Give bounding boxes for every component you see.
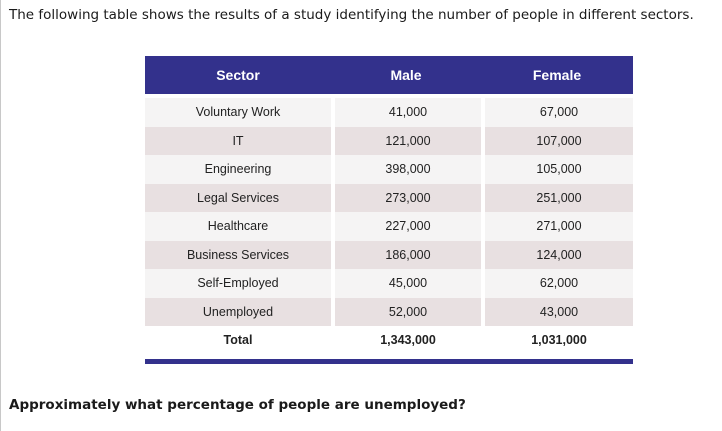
table-row: IT 121,000 107,000 [145,126,633,155]
cell-female: 271,000 [481,212,633,241]
intro-text: The following table shows the results of… [9,7,694,23]
sector-table: Sector Male Female Voluntary Work 41,000… [145,56,633,364]
cell-total-male: 1,343,000 [331,326,481,355]
table-row: Self-Employed 45,000 62,000 [145,269,633,298]
cell-sector: Business Services [145,240,331,269]
cell-female: 62,000 [481,269,633,298]
cell-male: 45,000 [331,269,481,298]
header-sector: Sector [216,67,260,83]
cell-female: 43,000 [481,297,633,326]
header-male: Male [390,67,422,83]
cell-sector: Engineering [145,155,331,184]
cell-female: 124,000 [481,240,633,269]
cell-male: 52,000 [331,297,481,326]
cell-male: 227,000 [331,212,481,241]
cell-male: 186,000 [331,240,481,269]
cell-sector: IT [145,126,331,155]
cell-sector: Unemployed [145,297,331,326]
cell-female: 67,000 [481,98,633,127]
cell-male: 41,000 [331,98,481,127]
cell-total-female: 1,031,000 [481,326,633,355]
cell-sector: Self-Employed [145,269,331,298]
cell-sector: Healthcare [145,212,331,241]
table-bottom-rule [145,358,633,364]
table-row: Engineering 398,000 105,000 [145,155,633,184]
table-row: Business Services 186,000 124,000 [145,240,633,269]
cell-sector: Legal Services [145,183,331,212]
total-row: Total 1,343,000 1,031,000 [145,326,633,355]
question-text: Approximately what percentage of people … [9,397,466,413]
table-row: Unemployed 52,000 43,000 [145,297,633,326]
cell-total-label: Total [145,326,331,355]
cell-female: 251,000 [481,183,633,212]
cell-female: 105,000 [481,155,633,184]
table-row: Voluntary Work 41,000 67,000 [145,98,633,127]
cell-male: 273,000 [331,183,481,212]
table-row: Healthcare 227,000 271,000 [145,212,633,241]
cell-female: 107,000 [481,126,633,155]
table-row: Legal Services 273,000 251,000 [145,183,633,212]
cell-sector: Voluntary Work [145,98,331,127]
header-female: Female [532,67,582,83]
cell-male: 121,000 [331,126,481,155]
table-header: Sector Male Female [145,56,633,94]
cell-male: 398,000 [331,155,481,184]
table-body: Voluntary Work 41,000 67,000 IT 121,000 … [145,94,633,355]
